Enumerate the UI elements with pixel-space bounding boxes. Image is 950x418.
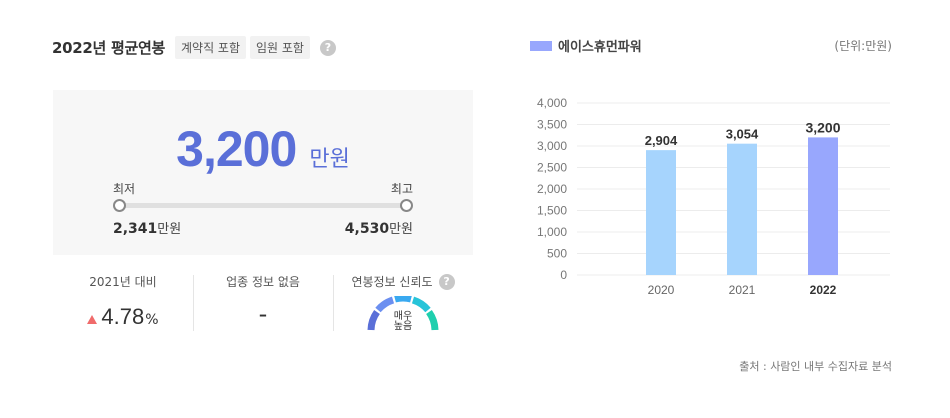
yoy-change-label: 2021년 대비: [89, 275, 157, 289]
average-salary-value: 3,200: [176, 121, 297, 177]
gauge-segment: [367, 309, 380, 331]
gauge-segment: [375, 296, 395, 313]
help-icon[interactable]: ?: [319, 39, 336, 56]
x-tick-label: 2022: [810, 283, 837, 297]
y-tick-label: 1,500: [537, 204, 567, 218]
bar-value-label: 2,904: [645, 133, 678, 148]
stat-divider: [193, 275, 194, 331]
x-tick-label: 2020: [648, 283, 675, 297]
reliability-label: 연봉정보 신뢰도: [351, 275, 433, 289]
reliability-label-row: 연봉정보 신뢰도 ?: [333, 273, 473, 290]
salary-bar-chart: 0 500 1,000 1,500 2,000 2,500 3,000 3,500 4,000 2…: [537, 96, 890, 297]
stat-divider: [333, 275, 334, 331]
min-salary-unit: 만원: [157, 222, 182, 237]
bar: [808, 137, 838, 275]
industry-stat: 업종 정보 없음 -: [193, 273, 333, 328]
reliability-gauge: 매우 높음: [333, 296, 473, 332]
gauge-segment: [411, 296, 431, 313]
salary-range-track: [119, 203, 407, 208]
yoy-change-stat: 2021년 대비 4.78 %: [53, 273, 193, 330]
min-salary-knob: [113, 199, 126, 212]
page-title: 2022년 평균연봉: [52, 39, 165, 57]
y-tick-label: 0: [560, 268, 567, 282]
average-salary: 3,200 만원: [53, 120, 473, 178]
reliability-level-line2: 높음: [394, 320, 412, 332]
up-arrow-icon: [87, 315, 98, 324]
reliability-gauge-svg: 매우 높음: [367, 296, 439, 332]
bar: [727, 143, 757, 275]
legend-company-name: 에이스휴먼파워: [558, 40, 642, 55]
min-salary-value: 2,341: [113, 221, 158, 237]
max-salary-value: 4,530: [344, 221, 390, 237]
industry-value: -: [258, 300, 268, 328]
gauge-segment: [394, 296, 412, 303]
y-tick-label: 3,500: [537, 118, 567, 132]
min-salary-label: 최저: [113, 182, 136, 196]
y-tick-label: 2,500: [537, 161, 567, 175]
yoy-change-value: 4.78: [101, 304, 145, 329]
yoy-change: 4.78 %: [53, 304, 193, 330]
bar-value-label: 3,054: [726, 127, 759, 142]
average-salary-unit: 만원: [309, 147, 350, 172]
data-source: 출처 : 사람인 내부 수집자료 분석: [739, 360, 892, 373]
tag-contract-included: 계약직 포함: [174, 36, 246, 59]
y-tick-label: 4,000: [537, 96, 567, 110]
bar: [646, 150, 676, 275]
salary-header: 2022년 평균연봉 계약직 포함 임원 포함 ?: [52, 36, 336, 59]
y-tick-label: 1,000: [537, 225, 567, 239]
chart-unit-label: (단위:만원): [834, 39, 892, 53]
max-salary-knob: [400, 199, 413, 212]
max-salary: 4,530만원: [345, 218, 413, 237]
max-salary-label: 최고: [390, 182, 413, 196]
reliability-level-line1: 매우: [394, 310, 412, 322]
bar-value-label: 3,200: [805, 119, 840, 135]
legend-swatch: [530, 40, 552, 51]
min-salary: 2,341만원: [113, 218, 181, 237]
industry-label: 업종 정보 없음: [226, 275, 300, 289]
max-salary-unit: 만원: [389, 222, 413, 237]
yoy-change-percent: %: [145, 312, 159, 328]
y-tick-label: 2,000: [537, 182, 567, 196]
tag-executive-included: 임원 포함: [250, 36, 310, 59]
y-tick-label: 500: [547, 247, 567, 261]
reliability-help-icon[interactable]: ?: [438, 273, 455, 290]
y-tick-label: 3,000: [537, 139, 567, 153]
x-tick-label: 2021: [729, 283, 756, 297]
chart-legend: 에이스휴먼파워: [530, 36, 642, 55]
gauge-segment: [426, 309, 439, 331]
reliability-stat: 연봉정보 신뢰도 ? 매우 높음: [333, 273, 473, 332]
average-salary-panel: 3,200 만원 최저 최고 2,341만원 4,530만원: [53, 90, 473, 255]
